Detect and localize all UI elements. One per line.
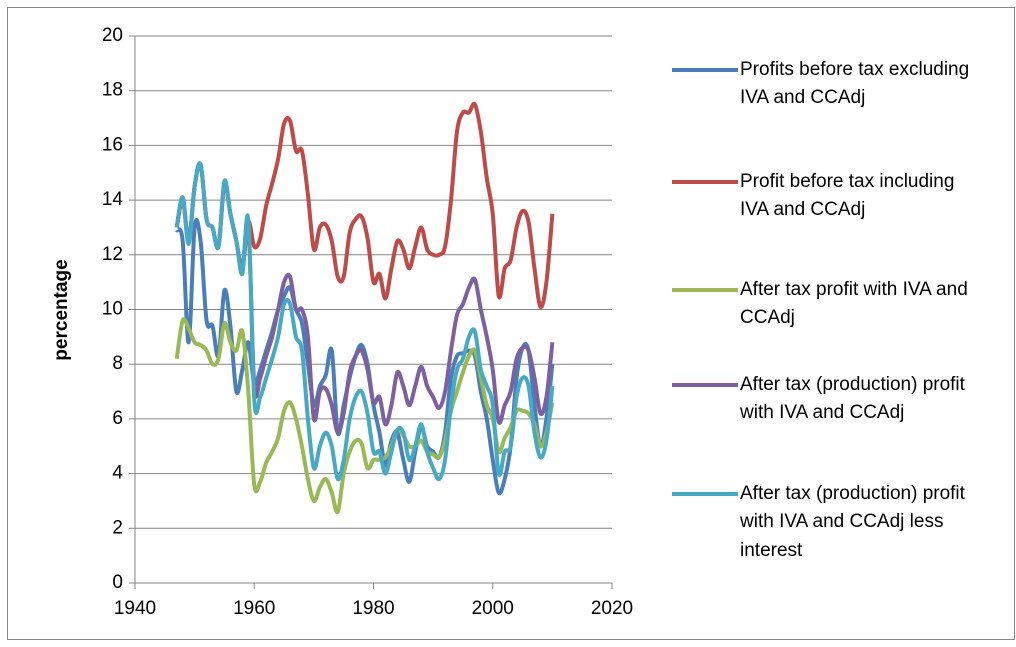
y-tick-label: 6 [112, 408, 123, 429]
y-tick-label: 10 [102, 299, 123, 320]
y-tick-label: 2 [112, 517, 123, 538]
series-line [174, 218, 555, 496]
y-axis-label: percentage [51, 259, 72, 360]
series-line [174, 101, 555, 309]
y-tick-label: 14 [102, 189, 124, 210]
x-tick-label: 1960 [233, 598, 275, 619]
y-tick-label: 12 [102, 244, 123, 265]
legend-entry: After tax profit with IVA and CCAdj [740, 278, 968, 329]
series-line [174, 161, 555, 435]
series-line [174, 161, 555, 482]
y-tick-label: 8 [112, 353, 123, 374]
y-tick-label: 20 [102, 25, 123, 46]
x-tick-label: 1980 [352, 598, 394, 619]
y-tick-label: 4 [112, 463, 123, 484]
x-tick-label: 2000 [472, 598, 514, 619]
y-tick-label: 0 [112, 572, 123, 593]
y-tick-label: 18 [102, 80, 123, 101]
series-line [174, 317, 555, 515]
legend-entry: Profit before tax including IVA and CCAd… [740, 170, 955, 221]
y-tick-label: 16 [102, 134, 123, 155]
x-tick-label: 1940 [114, 598, 156, 619]
chart-border [7, 7, 1015, 640]
legend-entry: Profits before tax excluding IVA and CCA… [740, 58, 970, 109]
legend-entry: After tax (production) profit with IVA a… [740, 373, 965, 424]
legend-entry: After tax (production) profit with IVA a… [740, 482, 965, 561]
x-tick-label: 2020 [591, 598, 633, 619]
